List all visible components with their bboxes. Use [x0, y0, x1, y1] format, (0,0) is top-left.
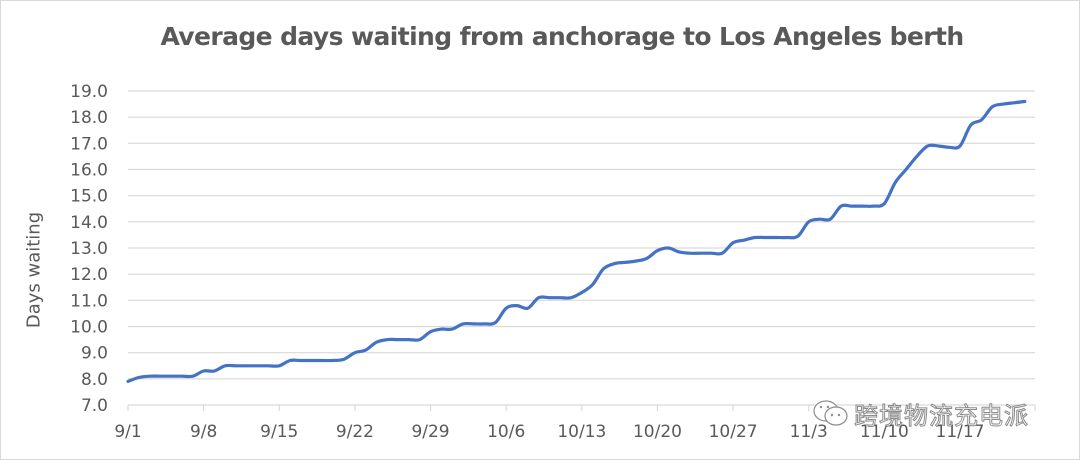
y-tick-label: 13.0 [70, 239, 108, 259]
x-tick-label: 9/29 [411, 422, 449, 442]
y-tick-label: 9.0 [81, 344, 108, 364]
y-tick-label: 19.0 [70, 82, 108, 102]
x-tick-label: 11/10 [860, 422, 909, 442]
watermark-text: 跨境物流充电派 [854, 402, 1029, 431]
x-tick-label: 9/1 [114, 422, 141, 442]
x-tick-label: 9/15 [260, 422, 298, 442]
y-tick-label: 11.0 [70, 291, 108, 311]
series-group [126, 99, 1027, 383]
x-tick-label: 11/3 [790, 422, 828, 442]
y-tick-labels: 7.0 8.0 9.0 10.0 11.0 12.0 13.0 14.0 15.0 16.0 17.… [70, 82, 108, 416]
y-tick-label: 17.0 [70, 134, 108, 154]
series-line-days-waiting [126, 99, 1027, 383]
chart-title: Average days waiting from anchorage to L… [160, 22, 964, 51]
watermark: 跨境物流充电派 [812, 396, 1029, 431]
y-tick-label: 10.0 [70, 318, 108, 338]
y-tick-label: 7.0 [81, 396, 108, 416]
y-tick-label: 12.0 [70, 265, 108, 285]
x-tick-label: 10/27 [709, 422, 758, 442]
x-tick-label: 10/6 [487, 422, 525, 442]
y-tick-label: 18.0 [70, 108, 108, 128]
y-tick-label: 15.0 [70, 187, 108, 207]
x-axis [127, 404, 1036, 411]
y-tick-label: 16.0 [70, 161, 108, 181]
y-tick-label: 14.0 [70, 213, 108, 233]
x-tick-label: 9/8 [190, 422, 217, 442]
x-tick-label: 9/22 [336, 422, 374, 442]
y-tick-label: 8.0 [81, 370, 108, 390]
x-tick-label: 10/20 [633, 422, 682, 442]
x-tick-labels: 9/1 9/8 9/15 9/22 9/29 10/6 10/13 10/20 10/27 11/… [114, 422, 984, 442]
x-tick-label: 10/13 [557, 422, 606, 442]
wechat-icon [812, 399, 850, 429]
gridlines [128, 90, 1035, 380]
x-tick-label: 11/17 [936, 422, 985, 442]
